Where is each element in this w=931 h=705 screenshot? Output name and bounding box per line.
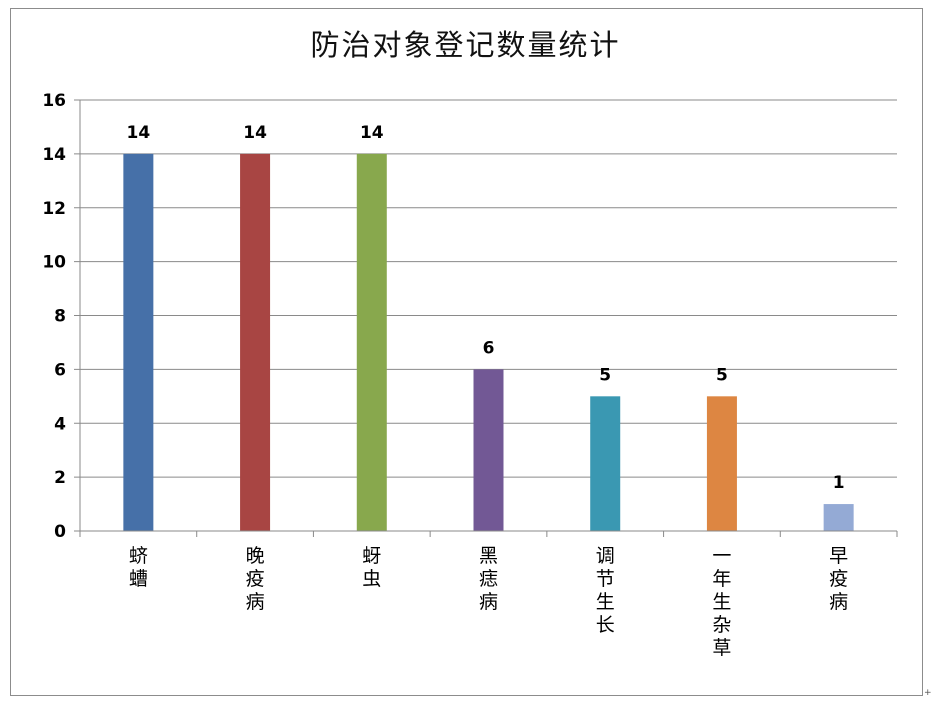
- labels: 0 2 4 6 8 10 12 14 16 14 蛴螬 14 晚疫病 14 蚜虫 6 黑痣病 5 调节生长 5 一年生杂…: [42, 91, 848, 659]
- y-tick-label: 12: [42, 199, 66, 219]
- data-label: 5: [599, 365, 611, 385]
- chart-title: 防治对象登记数量统计: [310, 28, 621, 62]
- bar-4: [473, 369, 504, 531]
- data-label: 5: [716, 365, 728, 385]
- bars: [123, 153, 854, 531]
- axes: [74, 99, 898, 537]
- data-label: 14: [127, 123, 151, 143]
- bar-1: [123, 153, 154, 531]
- y-tick-label: 16: [42, 91, 66, 111]
- bar-6: [706, 396, 737, 531]
- bar-2: [240, 153, 271, 531]
- x-category-label: 早疫病: [829, 545, 848, 613]
- y-tick-label: 2: [54, 468, 66, 488]
- x-category-label: 一年生杂草: [712, 545, 731, 659]
- x-category-label: 蛴螬: [129, 545, 148, 590]
- data-label: 1: [833, 473, 845, 493]
- y-tick-label: 0: [54, 522, 66, 542]
- x-category-label: 晚疫病: [246, 545, 265, 613]
- y-tick-label: 8: [54, 307, 66, 327]
- y-tick-label: 6: [54, 360, 66, 380]
- data-label: 6: [483, 338, 495, 358]
- y-tick-label: 4: [54, 414, 66, 434]
- x-category-label: 调节生长: [596, 545, 615, 636]
- bar-3: [356, 153, 387, 531]
- y-tick-label: 10: [42, 253, 66, 273]
- chart-frame: [10, 8, 923, 696]
- bar-5: [590, 396, 621, 531]
- data-label: 14: [360, 123, 384, 143]
- data-label: 14: [243, 123, 267, 143]
- corner-mark: +: [924, 688, 931, 698]
- x-category-label: 蚜虫: [362, 545, 381, 590]
- bar-7: [823, 504, 854, 531]
- x-category-label: 黑痣病: [479, 545, 498, 613]
- y-tick-label: 14: [42, 145, 66, 165]
